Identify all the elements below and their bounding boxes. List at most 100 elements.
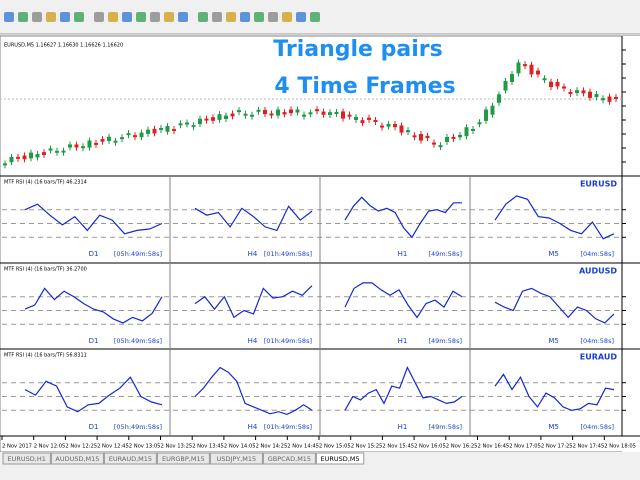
candle-body	[516, 62, 521, 74]
candle-body	[146, 129, 150, 134]
candle-body	[87, 140, 92, 148]
toolbar-button[interactable]	[254, 12, 264, 22]
chart-tab[interactable]	[156, 452, 210, 465]
toolbar-button[interactable]	[240, 12, 250, 22]
candle-body	[484, 109, 488, 121]
toolbar-button[interactable]	[122, 12, 132, 22]
overlay-title: Triangle pairs	[273, 37, 442, 62]
candle-body	[406, 130, 410, 133]
toolbar-button[interactable]	[296, 12, 306, 22]
candle-body	[165, 126, 170, 132]
candle-body	[204, 118, 209, 121]
toolbar-button[interactable]	[60, 12, 70, 22]
rsi-line	[344, 366, 463, 411]
time-label: 2 Nov 15:25	[351, 444, 383, 450]
toolbar-button[interactable]	[164, 12, 174, 22]
timer-label: [49m:58s]	[428, 337, 462, 345]
toolbar-button[interactable]	[108, 12, 118, 22]
tab-label[interactable]: EURUSD,M5	[321, 455, 360, 463]
candle-body	[3, 163, 7, 166]
chart-tab[interactable]	[103, 452, 157, 465]
time-label: 2 Nov 12:25	[65, 444, 97, 450]
chart-tab[interactable]	[262, 452, 316, 465]
tab-label[interactable]: EURGBP,M15	[162, 455, 205, 463]
rsi-line	[494, 195, 615, 240]
toolbar-button[interactable]	[150, 12, 160, 22]
candle-body	[354, 116, 358, 120]
candle-body	[328, 112, 332, 115]
rsi-line	[344, 282, 463, 319]
pane-header: MTF RSI (4) (16 bars/TF) 36.2700	[4, 267, 87, 273]
tab-label[interactable]: AUDUSD,M15	[55, 455, 99, 463]
rsi-line	[494, 373, 615, 411]
timer-label: [01h:49m:58s]	[264, 423, 312, 431]
toolbar-button[interactable]	[136, 12, 146, 22]
toolbar-button[interactable]	[226, 12, 236, 22]
candle-body	[607, 96, 612, 102]
tab-label[interactable]: GBPCAD,M15	[268, 455, 311, 463]
toolbar-button[interactable]	[4, 12, 14, 22]
candle-body	[393, 124, 397, 128]
timeframe-label: D1	[89, 423, 99, 431]
candle-body	[295, 109, 300, 113]
tab-label[interactable]: EURUSD,H1	[8, 455, 46, 463]
candle-body	[74, 144, 79, 148]
candle-body	[120, 137, 124, 140]
time-label: 2 Nov 16:05	[414, 444, 446, 450]
candle-body	[230, 113, 235, 117]
candle-body	[16, 156, 20, 159]
candle-body	[191, 125, 196, 128]
timer-label: [05h:49m:58s]	[114, 337, 162, 345]
candle-body	[42, 152, 46, 155]
candle-body	[477, 122, 482, 125]
candle-body	[282, 112, 287, 115]
toolbar-button[interactable]	[268, 12, 278, 22]
candle-body	[386, 123, 391, 127]
tab-label[interactable]: USDJPY,M15	[217, 455, 257, 463]
candle-body	[61, 150, 66, 153]
candle-body	[269, 113, 274, 116]
pair-label: EURUSD	[580, 180, 617, 189]
toolbar-button[interactable]	[94, 12, 104, 22]
toolbar-button[interactable]	[32, 12, 42, 22]
candle-body	[347, 114, 352, 117]
candle-body	[256, 109, 261, 112]
candle-body	[614, 96, 618, 99]
toolbar-button[interactable]	[74, 12, 84, 22]
candle-body	[250, 114, 254, 117]
chart-tab[interactable]	[209, 452, 263, 465]
timeframe-label: H1	[398, 423, 408, 431]
chart-tab[interactable]	[2, 452, 51, 465]
candle-body	[334, 112, 339, 115]
candle-body	[380, 125, 384, 128]
tab-label[interactable]: EURAUD,M15	[109, 455, 152, 463]
candle-body	[419, 133, 423, 141]
candle-body	[594, 94, 599, 98]
toolbar-button[interactable]	[46, 12, 56, 22]
timeframe-label: H4	[248, 423, 258, 431]
toolbar-button[interactable]	[310, 12, 320, 22]
candle-body	[224, 115, 228, 120]
toolbar-button[interactable]	[282, 12, 292, 22]
chart-header: EURUSD,M5 1.16627 1.16630 1.16626 1.1662…	[4, 43, 123, 49]
time-label: 2 Nov 2017	[2, 444, 32, 450]
candle-body	[451, 136, 456, 139]
chart-tab[interactable]	[315, 452, 365, 465]
candle-body	[55, 150, 59, 153]
candle-body	[360, 120, 365, 124]
candle-body	[399, 125, 404, 133]
toolbar-button[interactable]	[198, 12, 208, 22]
toolbar-button[interactable]	[212, 12, 222, 22]
candle-body	[425, 135, 430, 139]
candle-body	[198, 118, 202, 125]
candle-body	[276, 109, 280, 116]
rsi-line	[24, 203, 163, 235]
candle-body	[107, 136, 111, 141]
toolbar-button[interactable]	[18, 12, 28, 22]
candle-body	[133, 135, 137, 138]
timer-label: [01h:49m:58s]	[264, 250, 312, 258]
candle-body	[29, 152, 33, 159]
toolbar-button[interactable]	[178, 12, 188, 22]
candle-body	[185, 122, 189, 125]
chart-tab[interactable]	[50, 452, 104, 465]
